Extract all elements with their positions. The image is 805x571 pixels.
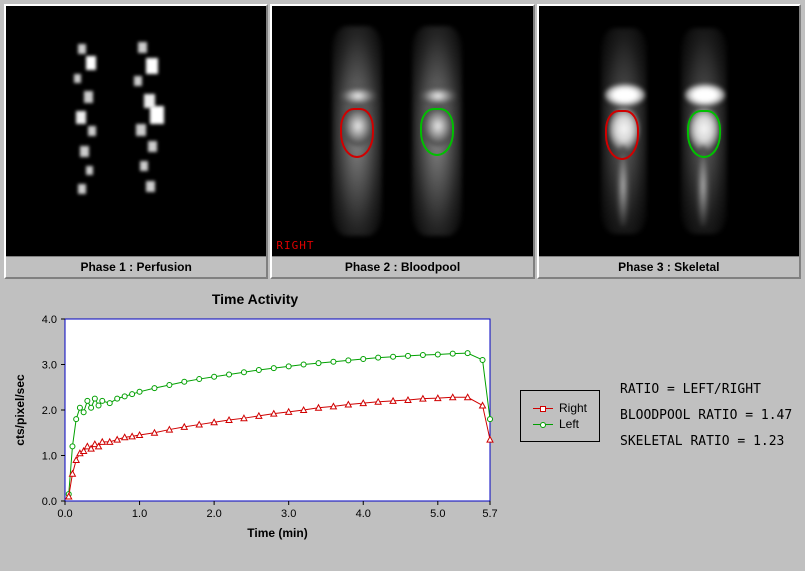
scan-panels-row: Phase 1 : Perfusion RIGHT Phase 2 : Bloo… xyxy=(0,0,805,283)
svg-text:1.0: 1.0 xyxy=(132,508,147,520)
svg-text:5.0: 5.0 xyxy=(430,508,445,520)
legend-left: Left xyxy=(533,417,587,431)
ratio-skeletal: SKELETAL RATIO = 1.23 xyxy=(620,429,792,455)
perfusion-image xyxy=(6,6,266,256)
svg-text:3.0: 3.0 xyxy=(281,508,296,520)
bloodpool-image: RIGHT xyxy=(272,6,532,256)
roi-right-skeletal xyxy=(605,110,639,160)
legend-right: Right xyxy=(533,401,587,415)
panel-skeletal: Phase 3 : Skeletal xyxy=(537,4,801,279)
svg-text:0.0: 0.0 xyxy=(42,496,57,508)
svg-text:1.0: 1.0 xyxy=(42,451,57,463)
panel-label-perfusion: Phase 1 : Perfusion xyxy=(6,256,266,277)
panel-label-skeletal: Phase 3 : Skeletal xyxy=(539,256,799,277)
svg-text:3.0: 3.0 xyxy=(42,360,57,372)
ratio-readout: RATIO = LEFT/RIGHT BLOODPOOL RATIO = 1.4… xyxy=(620,377,792,455)
time-activity-chart: 0.0 1.0 2.0 3.0 4.0 0.0 1.0 2.0 3.0 4.0 5.0 5.7 Time… xyxy=(10,311,500,541)
svg-text:Time (min): Time (min) xyxy=(247,526,307,540)
right-label: RIGHT xyxy=(276,239,314,252)
ratio-title: RATIO = LEFT/RIGHT xyxy=(620,377,792,403)
svg-text:0.0: 0.0 xyxy=(57,508,72,520)
svg-text:cts/pixel/sec: cts/pixel/sec xyxy=(13,374,27,446)
legend-right-label: Right xyxy=(559,401,587,415)
svg-text:2.0: 2.0 xyxy=(42,405,57,417)
svg-text:4.0: 4.0 xyxy=(42,314,57,326)
ratio-bloodpool: BLOODPOOL RATIO = 1.47 xyxy=(620,403,792,429)
panel-label-bloodpool: Phase 2 : Bloodpool xyxy=(272,256,532,277)
legend-left-label: Left xyxy=(559,417,579,431)
panel-bloodpool: RIGHT Phase 2 : Bloodpool xyxy=(270,4,534,279)
chart-section: Time Activity 0.0 1.0 2.0 3.0 4.0 0.0 1.0 2.0 3.… xyxy=(0,291,805,541)
chart-legend: Right Left xyxy=(520,390,600,442)
roi-left-skeletal xyxy=(687,110,721,158)
svg-text:4.0: 4.0 xyxy=(356,508,371,520)
chart-title: Time Activity xyxy=(10,291,500,307)
skeletal-image xyxy=(539,6,799,256)
svg-text:2.0: 2.0 xyxy=(206,508,221,520)
panel-perfusion: Phase 1 : Perfusion xyxy=(4,4,268,279)
svg-text:5.7: 5.7 xyxy=(482,508,497,520)
